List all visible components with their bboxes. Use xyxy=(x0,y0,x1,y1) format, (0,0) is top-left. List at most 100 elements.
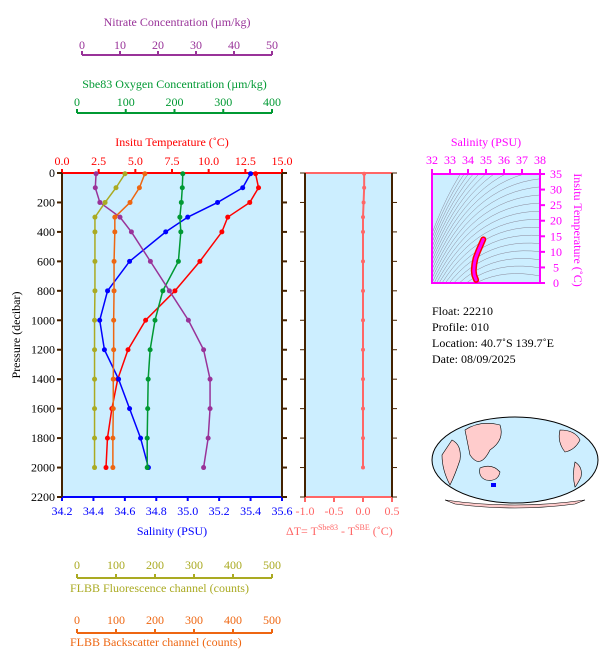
salinity-tick-label: 35.0 xyxy=(177,504,198,518)
fluorescence-tick-label: 500 xyxy=(263,558,281,572)
pressure-tick-label: 1200 xyxy=(31,343,55,357)
dt-tick-label: 0.0 xyxy=(356,504,371,518)
temperature-tick-label: 5.0 xyxy=(128,154,143,168)
nitrate-point xyxy=(205,435,211,441)
ts-density-contour xyxy=(432,174,465,239)
backscatter-tick-label: 0 xyxy=(74,613,80,627)
fluorescence-axis-label: FLBB Fluorescence channel (counts) xyxy=(70,581,249,595)
ts-xtick-label: 34 xyxy=(462,153,474,167)
nitrate-point xyxy=(201,465,207,471)
ts-density-contour xyxy=(466,265,540,283)
salinity-point xyxy=(240,185,246,191)
oxygen-axis-label: Sbe83 Oxygen Concentration (µm/kg) xyxy=(82,77,267,91)
backscatter-point xyxy=(111,347,117,353)
temperature-tick-label: 12.5 xyxy=(235,154,256,168)
dt-point xyxy=(361,436,365,441)
backscatter-point xyxy=(142,171,148,177)
pressure-tick-label: 2000 xyxy=(31,461,55,475)
salinity-tick-label: 35.4 xyxy=(240,504,261,518)
dt-point xyxy=(361,229,365,234)
fluorescence-tick-label: 400 xyxy=(224,558,242,572)
nitrate-point xyxy=(201,347,207,353)
ts-density-contour xyxy=(433,202,540,283)
ts-density-contour xyxy=(432,174,507,266)
nitrate-point xyxy=(93,171,99,177)
float-location-marker xyxy=(491,483,496,487)
temperature-point xyxy=(172,288,178,294)
salinity-point xyxy=(101,347,107,353)
ts-ytick-label: 25 xyxy=(550,198,562,212)
ts-xtick-label: 38 xyxy=(534,153,546,167)
fluorescence-point xyxy=(102,199,108,205)
dt-tick-label: 0.5 xyxy=(385,504,400,518)
salinity-point xyxy=(163,229,169,235)
fluorescence-tick-label: 300 xyxy=(185,558,203,572)
ts-density-contour xyxy=(432,174,461,234)
salinity-tick-label: 34.8 xyxy=(146,504,167,518)
nitrate-point xyxy=(92,185,98,191)
pressure-tick-label: 1800 xyxy=(31,431,55,445)
fluorescence-point xyxy=(92,465,98,471)
ts-ytick-label: 20 xyxy=(550,214,562,228)
oxygen-point xyxy=(160,288,166,294)
land-antarctica xyxy=(444,499,586,509)
backscatter-tick-label: 500 xyxy=(263,613,281,627)
temperature-point xyxy=(197,258,203,264)
salinity-tick-label: 34.6 xyxy=(114,504,135,518)
temperature-point xyxy=(125,347,131,353)
salinity-tick-label: 35.6 xyxy=(272,504,293,518)
ts-xtick-label: 35 xyxy=(480,153,492,167)
dt-point xyxy=(361,259,365,264)
oxygen-point xyxy=(145,376,151,382)
oxygen-point xyxy=(178,229,184,235)
salinity-point xyxy=(116,376,122,382)
ts-density-contour xyxy=(436,210,540,283)
temperature-point xyxy=(247,199,253,205)
salinity-point xyxy=(127,258,133,264)
dt-point xyxy=(361,288,365,293)
ts-ytick-label: 15 xyxy=(550,229,562,243)
ts-plot-area xyxy=(432,174,540,283)
pressure-tick-label: 0 xyxy=(49,166,55,180)
pressure-tick-label: 1400 xyxy=(31,372,55,386)
dt-point xyxy=(361,377,365,382)
ts-xtick-label: 36 xyxy=(498,153,510,167)
nitrate-tick-label: 50 xyxy=(266,38,278,52)
dt-point xyxy=(361,200,366,205)
salinity-axis-label: Salinity (PSU) xyxy=(137,524,207,538)
nitrate-tick-label: 30 xyxy=(190,38,202,52)
ts-density-contour xyxy=(458,258,540,283)
backscatter-point xyxy=(111,317,117,323)
land-asia xyxy=(464,423,502,462)
nitrate-axis-label: Nitrate Concentration (µm/kg) xyxy=(104,15,251,29)
salinity-point xyxy=(105,288,111,294)
fluorescence-point xyxy=(92,347,98,353)
backscatter-tick-label: 100 xyxy=(107,613,125,627)
pressure-axis-label: Pressure (decibar) xyxy=(9,292,23,379)
salinity-point xyxy=(215,199,221,205)
dt-tick-label: -0.5 xyxy=(325,504,344,518)
nitrate-tick-label: 10 xyxy=(114,38,126,52)
fluorescence-point xyxy=(122,171,128,177)
temperature-tick-label: 0.0 xyxy=(55,154,70,168)
pressure-tick-label: 400 xyxy=(37,225,55,239)
temperature-point xyxy=(256,185,262,191)
ts-ytick-label: 0 xyxy=(553,276,559,290)
temperature-point xyxy=(253,171,259,177)
temperature-axis-label: Insitu Temperature (˚C) xyxy=(115,135,229,149)
nitrate-point xyxy=(147,258,153,264)
pressure-tick-label: 200 xyxy=(37,195,55,209)
salinity-point xyxy=(127,406,133,412)
oxygen-point xyxy=(179,185,185,191)
oxygen-point xyxy=(145,406,151,412)
dt-axis-label: ΔT= TSbe83 - TSBE (˚C) xyxy=(286,523,393,538)
ts-ytick-label: 30 xyxy=(550,183,562,197)
oxygen-point xyxy=(178,199,184,205)
backscatter-tick-label: 400 xyxy=(224,613,242,627)
nitrate-tick-label: 20 xyxy=(152,38,164,52)
temperature-tick-label: 10.0 xyxy=(198,154,219,168)
land-south-america xyxy=(573,461,582,488)
oxygen-point xyxy=(144,435,150,441)
fluorescence-tick-label: 100 xyxy=(107,558,125,572)
